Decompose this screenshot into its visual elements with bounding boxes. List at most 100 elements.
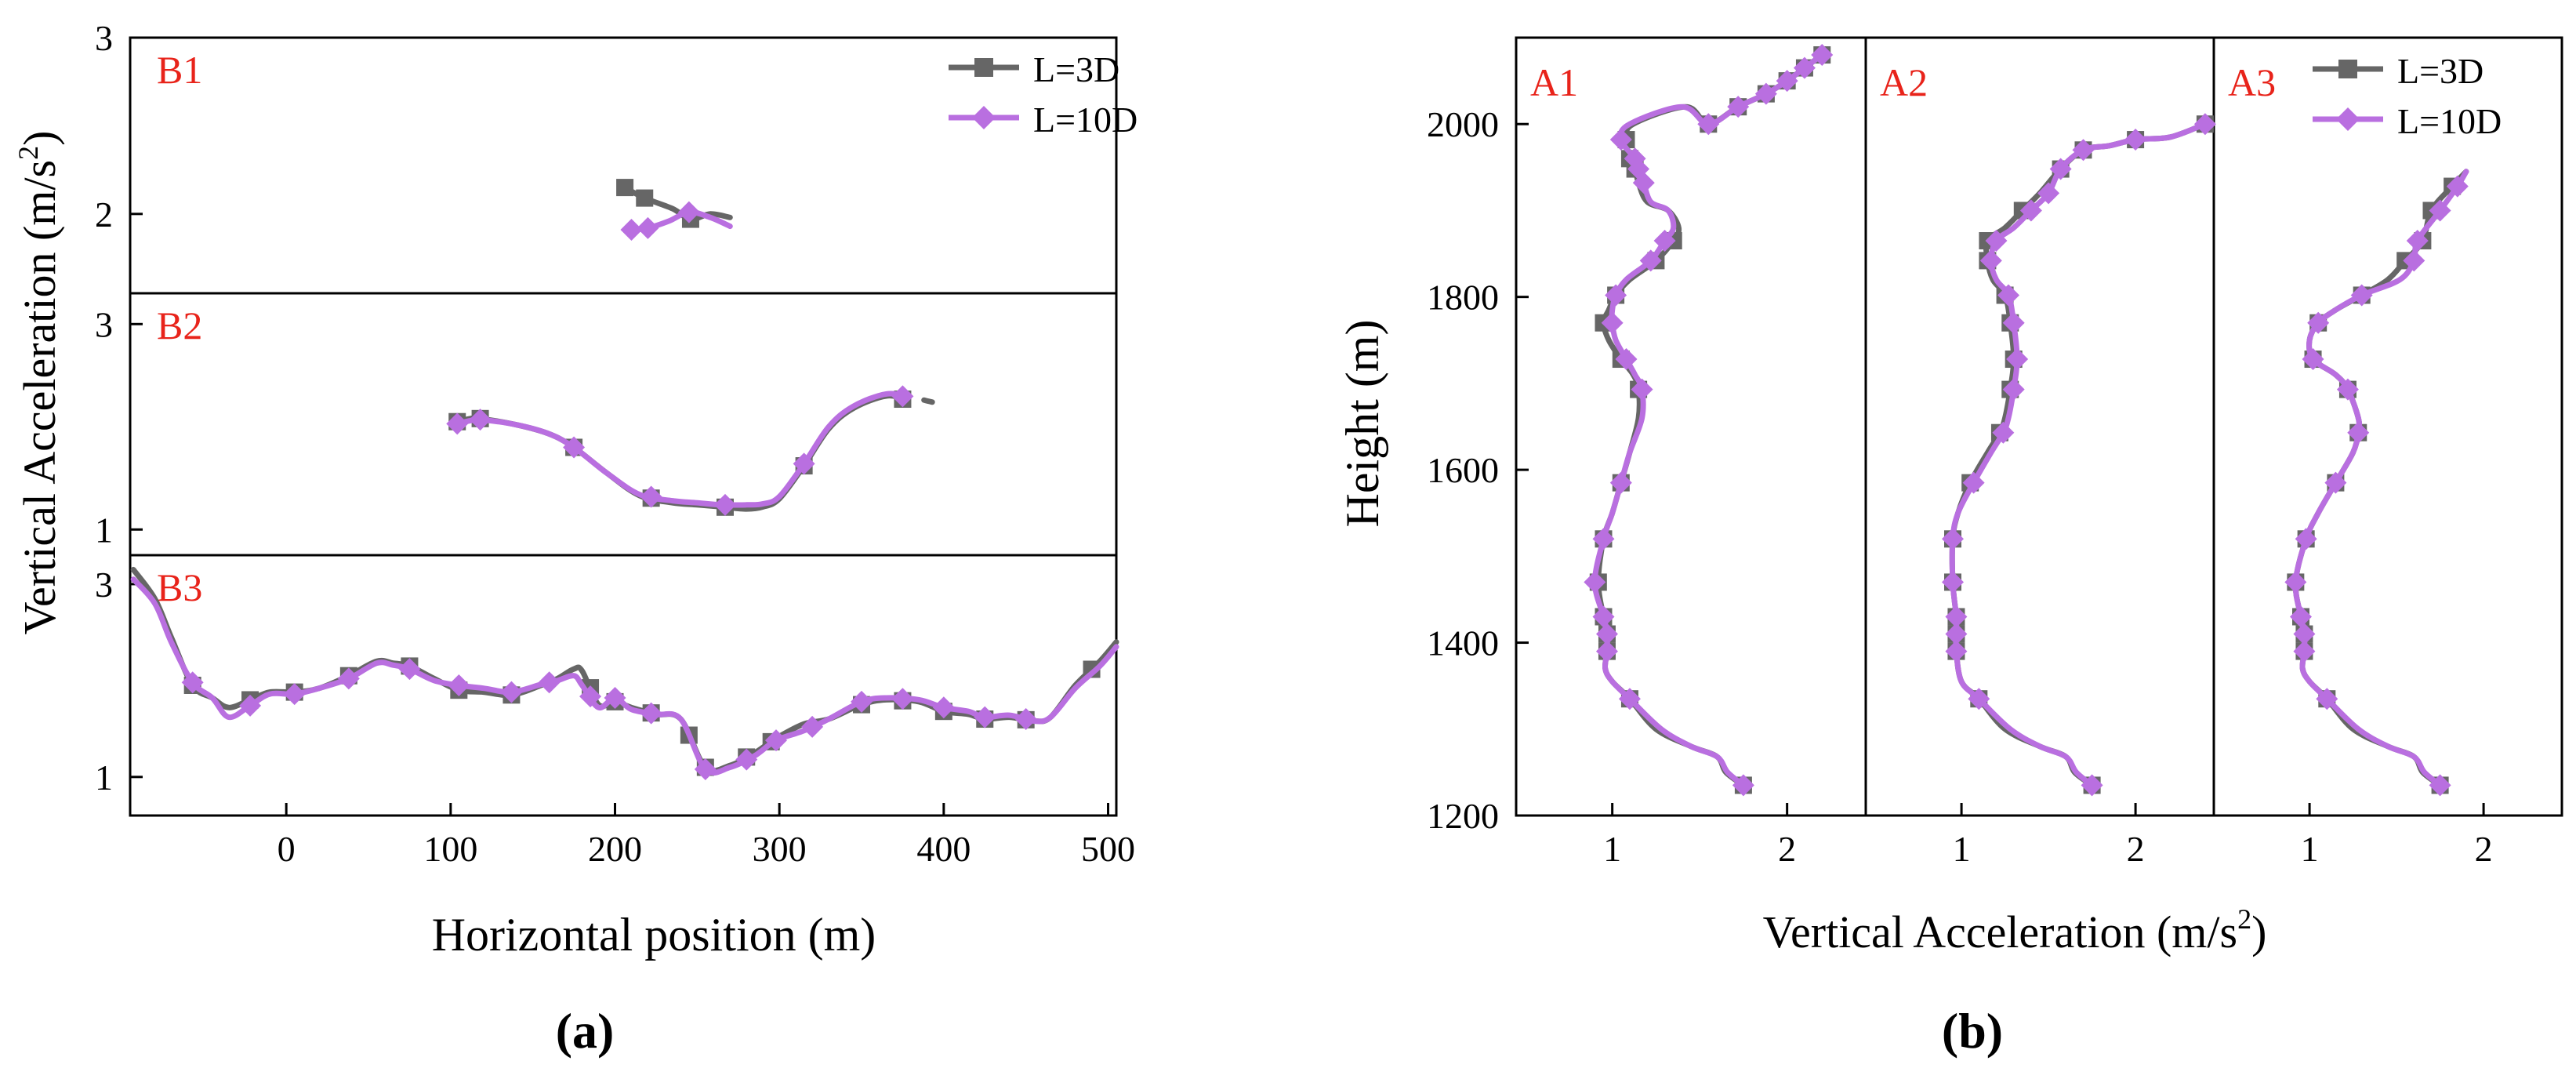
x-tick-label: 200	[588, 829, 642, 869]
panel-b-caption: (b)	[1942, 1003, 2003, 1059]
data-point-marker	[2019, 199, 2042, 222]
data-point-marker	[1609, 129, 1632, 151]
data-point-marker	[1985, 230, 2008, 252]
subplot-a2: 1 2 A2	[1880, 60, 2216, 869]
data-point-marker	[1793, 56, 1816, 79]
y-tick-label: 2000	[1427, 104, 1499, 144]
data-point-marker	[2324, 471, 2347, 494]
data-point-marker	[181, 671, 204, 694]
y-tick-label: 2	[95, 194, 113, 234]
data-point-marker	[538, 671, 561, 694]
panel-a-xlabel: Horizontal position (m)	[432, 909, 876, 961]
y-tick-label: 3	[95, 304, 113, 344]
data-point-marker	[2293, 640, 2316, 663]
subplot-a1: 1 2 A1	[1530, 44, 1834, 869]
data-point-marker	[1639, 249, 1662, 272]
data-point-marker	[636, 189, 654, 207]
legend-b-label-10d: L=10D	[2397, 101, 2502, 141]
data-point-marker	[1945, 623, 1968, 645]
subplot-label: B3	[157, 565, 202, 609]
subplot-label: A1	[1530, 60, 1578, 104]
data-point-marker	[1942, 528, 1964, 550]
subplot-b1: 2 3 B1	[95, 18, 733, 242]
data-point-marker	[2429, 199, 2451, 222]
data-point-marker	[2081, 774, 2103, 797]
data-point-marker	[337, 667, 360, 690]
data-point-marker	[1592, 605, 1615, 628]
x-tick-label: 1	[1953, 829, 1971, 869]
y-tick-label: 1	[95, 510, 113, 550]
data-point-marker	[1942, 571, 1964, 594]
x-tick-label: 2	[2475, 829, 2493, 869]
data-point-marker	[2316, 688, 2338, 710]
data-point-marker	[735, 748, 758, 771]
data-point-marker	[1618, 688, 1641, 710]
data-point-marker	[1653, 230, 1676, 252]
data-point-marker	[398, 658, 421, 681]
data-point-marker	[2307, 311, 2330, 334]
data-point-marker	[851, 690, 873, 713]
data-point-marker	[2193, 113, 2216, 136]
y-tick-label: 1200	[1427, 796, 1499, 836]
data-point-marker	[2429, 774, 2451, 797]
data-point-marker	[1997, 284, 2020, 307]
data-point-marker	[1945, 605, 1968, 628]
subplot-label: B2	[157, 303, 202, 347]
x-tick-label: 400	[916, 829, 971, 869]
series-line	[454, 391, 911, 508]
panel-b-xlabel: Vertical Acceleration (m/s2)	[1763, 903, 2267, 957]
data-point-marker	[640, 702, 662, 725]
x-tick-label: 0	[278, 829, 296, 869]
data-point-marker	[1014, 708, 1037, 731]
data-point-marker	[469, 409, 492, 431]
data-point-marker	[1615, 348, 1638, 371]
data-point-marker	[1754, 82, 1777, 105]
data-point-marker	[2347, 421, 2370, 444]
data-point-marker	[713, 493, 736, 516]
series-line	[1949, 121, 2208, 788]
subplot-label: B1	[157, 48, 202, 92]
data-point-marker	[2037, 182, 2060, 205]
data-point-marker	[1605, 284, 1627, 307]
data-point-marker	[239, 694, 262, 717]
data-point-marker	[1631, 378, 1653, 401]
data-point-marker	[2002, 378, 2025, 401]
data-point-marker	[637, 216, 659, 239]
panel-a-caption: (a)	[556, 1003, 615, 1059]
data-point-marker	[1632, 172, 1655, 194]
data-point-marker	[2446, 175, 2469, 198]
data-point-marker	[1609, 471, 1632, 494]
legend-a: L=3D L=10D	[949, 49, 1137, 140]
legend-a-label-10d: L=10D	[1033, 100, 1137, 140]
subplot-b2: 1 3 B2	[95, 303, 935, 550]
plot-layer: 0 100 200 300 400 500 2 3 B1 1 3 B2 1 3 B3 1200 1400 1600…	[95, 18, 2563, 869]
data-point-marker	[1962, 471, 1985, 494]
data-point-marker	[2406, 230, 2429, 252]
y-tick-label: 1	[95, 757, 113, 797]
data-point-marker	[2049, 158, 2072, 180]
subplot-a3: 1 2 A3	[2228, 60, 2493, 869]
data-point-marker	[801, 715, 824, 738]
legend-a-marker-10d	[972, 106, 996, 129]
data-point-marker	[1601, 311, 1624, 334]
data-point-marker	[764, 729, 787, 752]
data-point-marker	[1979, 249, 2002, 272]
data-point-marker	[677, 201, 700, 223]
data-point-marker	[2072, 139, 2095, 162]
series-line	[2292, 169, 2469, 788]
data-point-marker	[1992, 421, 2015, 444]
data-point-marker	[1592, 528, 1615, 550]
x-tick-label: 1	[2301, 829, 2319, 869]
series-line	[130, 576, 1119, 776]
data-point-marker	[1727, 96, 1750, 118]
data-point-marker	[1811, 44, 1834, 67]
y-tick-label: 1400	[1427, 623, 1499, 663]
data-point-marker	[694, 757, 717, 780]
data-point-marker	[604, 686, 626, 709]
data-point-marker	[974, 706, 996, 728]
data-point-marker	[1584, 571, 1606, 594]
subplot-b3: 1 3 B3	[95, 565, 1119, 797]
data-point-marker	[2350, 284, 2373, 307]
data-point-marker	[1945, 640, 1968, 663]
